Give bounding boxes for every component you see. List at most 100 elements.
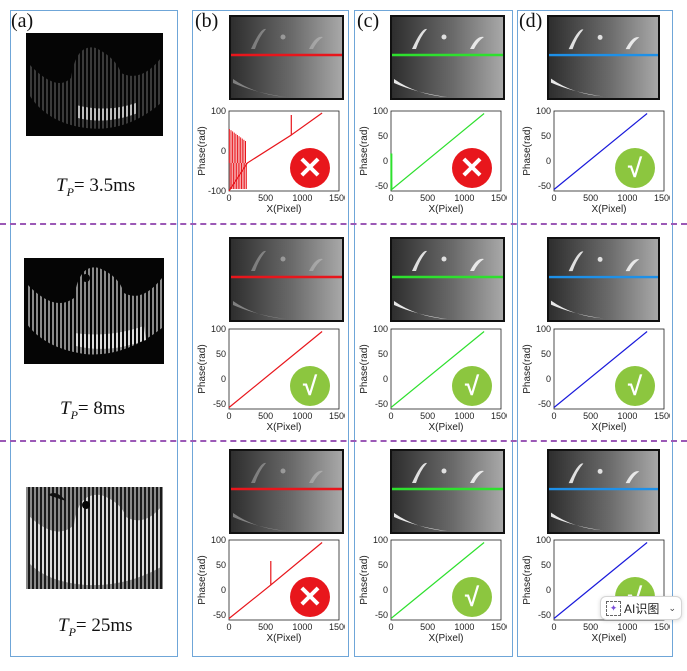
chevron-down-icon[interactable]: ⌄ [668,602,676,613]
svg-text:100: 100 [373,324,388,334]
svg-text:0: 0 [383,585,388,595]
svg-text:100: 100 [211,324,226,334]
svg-text:500: 500 [420,411,435,421]
svg-text:1000: 1000 [617,622,637,632]
svg-text:0: 0 [546,156,551,166]
row-divider-2 [0,440,687,442]
svg-text:500: 500 [583,411,598,421]
svg-text:100: 100 [536,535,551,545]
pass-check-icon-d-row1: √ [615,148,655,188]
pass-check-icon-d-row2: √ [615,366,655,406]
svg-text:50: 50 [541,131,551,141]
svg-text:-50: -50 [538,181,551,191]
svg-text:Phase(rad): Phase(rad) [197,555,208,604]
svg-text:1000: 1000 [292,622,312,632]
ai-sparkle-icon: ✦ [606,600,621,616]
svg-text:0: 0 [226,622,231,632]
phase-map-c-row2 [390,237,505,322]
svg-text:X(Pixel): X(Pixel) [428,633,463,644]
svg-text:50: 50 [378,560,388,570]
svg-text:500: 500 [420,193,435,203]
svg-text:0: 0 [388,622,393,632]
svg-text:X(Pixel): X(Pixel) [591,422,626,433]
ai-image-recognition-button[interactable]: ✦ AI识图 ⌄ [600,596,682,620]
svg-text:500: 500 [583,622,598,632]
pass-check-icon-b-row2: √ [290,366,330,406]
tp-label-row2: TP= 8ms [60,398,126,422]
panel-label-d: (d) [519,10,543,32]
svg-text:100: 100 [373,106,388,116]
column-c-frame [354,10,513,657]
svg-text:X(Pixel): X(Pixel) [591,204,626,215]
svg-text:1500: 1500 [329,622,345,632]
svg-text:1000: 1000 [617,411,637,421]
svg-text:1500: 1500 [491,622,507,632]
svg-text:Phase(rad): Phase(rad) [522,344,533,393]
pass-check-icon-c-row2: √ [452,366,492,406]
panel-label-a: (a) [11,10,34,32]
tp-label-row3: TP= 25ms [58,615,133,639]
svg-text:1500: 1500 [329,411,345,421]
svg-text:0: 0 [546,585,551,595]
svg-text:-50: -50 [375,181,388,191]
svg-text:Phase(rad): Phase(rad) [359,126,370,175]
svg-text:0: 0 [388,193,393,203]
svg-text:X(Pixel): X(Pixel) [591,633,626,644]
svg-text:0: 0 [226,411,231,421]
pass-check-icon-c-row3: √ [452,577,492,617]
svg-text:1500: 1500 [329,193,345,203]
svg-text:X(Pixel): X(Pixel) [266,204,301,215]
phase-map-d-row2 [547,237,660,322]
svg-text:100: 100 [211,535,226,545]
svg-text:0: 0 [388,411,393,421]
svg-text:50: 50 [378,131,388,141]
svg-text:Phase(rad): Phase(rad) [522,126,533,175]
phase-map-d-row3 [547,449,660,534]
svg-text:0: 0 [551,411,556,421]
svg-text:0: 0 [551,622,556,632]
phase-map-c-row3 [390,449,505,534]
column-a-frame [10,10,178,657]
svg-text:Phase(rad): Phase(rad) [197,126,208,175]
svg-text:-50: -50 [375,399,388,409]
svg-text:Phase(rad): Phase(rad) [522,555,533,604]
svg-text:1000: 1000 [292,411,312,421]
phase-map-d-row1 [547,15,660,100]
fringe-image-row2 [24,258,164,364]
svg-text:Phase(rad): Phase(rad) [359,344,370,393]
ai-button-label: AI识图 [624,601,660,616]
tp-label-row1: TP= 3.5ms [56,175,136,199]
svg-text:Phase(rad): Phase(rad) [197,344,208,393]
svg-text:50: 50 [378,349,388,359]
panel-label-b: (b) [195,10,219,32]
svg-text:-50: -50 [375,610,388,620]
svg-text:100: 100 [536,324,551,334]
svg-text:-50: -50 [538,610,551,620]
fringe-image-row1 [26,33,163,136]
svg-text:0: 0 [551,193,556,203]
svg-text:-50: -50 [213,610,226,620]
svg-text:500: 500 [258,622,273,632]
svg-text:X(Pixel): X(Pixel) [266,633,301,644]
svg-text:50: 50 [541,349,551,359]
fringe-image-row3 [26,487,163,589]
svg-text:0: 0 [221,585,226,595]
svg-text:X(Pixel): X(Pixel) [428,204,463,215]
svg-text:Phase(rad): Phase(rad) [359,555,370,604]
phase-map-c-row1 [390,15,505,100]
phase-map-b-row2 [229,237,344,322]
svg-text:1000: 1000 [454,193,474,203]
svg-text:1000: 1000 [617,193,637,203]
svg-text:100: 100 [211,106,226,116]
svg-text:1000: 1000 [292,193,312,203]
svg-text:0: 0 [221,374,226,384]
svg-text:1500: 1500 [654,193,670,203]
fail-x-icon-b-row1: ✕ [290,148,330,188]
column-d-frame [517,10,673,657]
svg-text:-100: -100 [208,186,226,196]
svg-text:1000: 1000 [454,411,474,421]
column-b-frame [192,10,349,657]
svg-text:0: 0 [383,374,388,384]
svg-text:500: 500 [258,411,273,421]
